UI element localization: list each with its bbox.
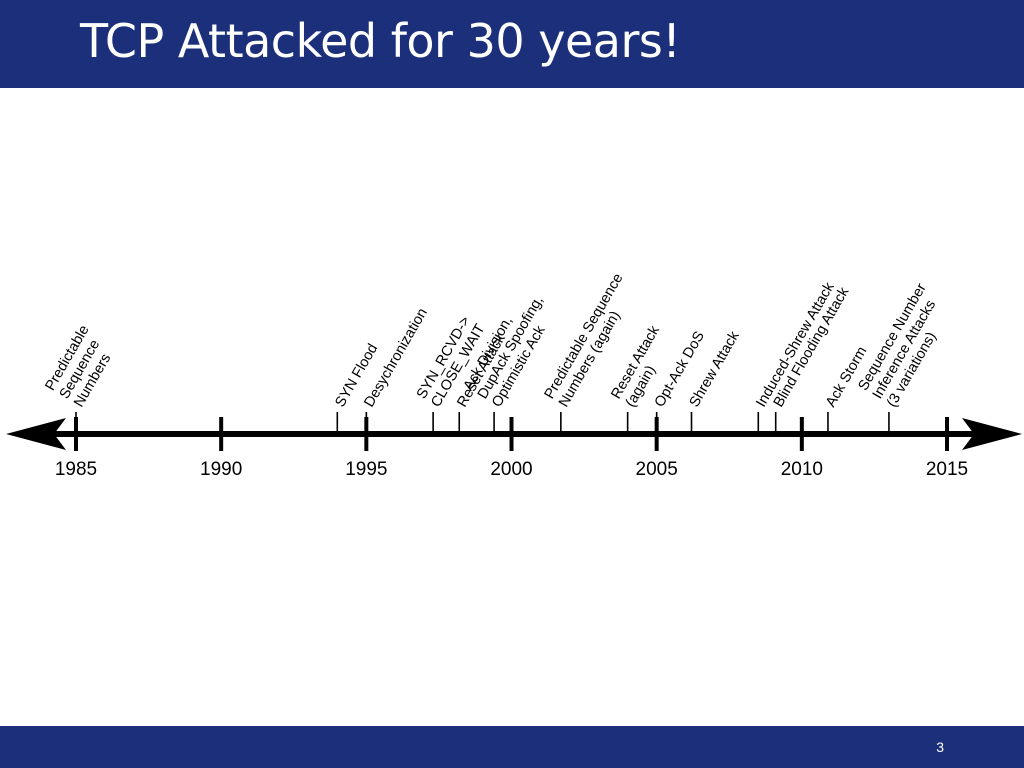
right-arrowhead: [962, 418, 1022, 450]
slide-title: TCP Attacked for 30 years!: [80, 14, 681, 68]
footer-bar: [0, 726, 1024, 768]
year-tick-label: 2005: [636, 459, 678, 480]
left-arrowhead: [6, 418, 66, 450]
year-tick-label: 1990: [200, 459, 242, 480]
year-tick-label: 1995: [345, 459, 387, 480]
year-tick-label: 2010: [781, 459, 823, 480]
page-number: 3: [936, 739, 944, 755]
title-bar: [0, 0, 1024, 88]
timeline-ticks: 1985 1990 1995 2000 2005 2010 2015: [55, 417, 968, 480]
year-tick-label: 2000: [490, 459, 532, 480]
year-tick-label: 2015: [926, 459, 968, 480]
year-tick-label: 1985: [55, 459, 97, 480]
timeline-diagram: 1985 1990 1995 2000 2005 2010 2015 Predictable…: [6, 271, 1022, 480]
timeline-axis: [6, 418, 1022, 450]
